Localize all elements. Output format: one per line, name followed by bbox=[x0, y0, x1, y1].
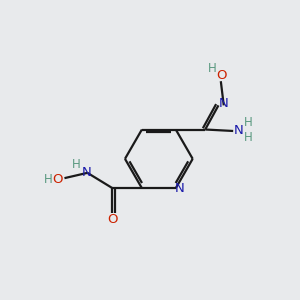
Text: H: H bbox=[244, 131, 253, 144]
Text: H: H bbox=[208, 62, 217, 75]
Text: N: N bbox=[174, 182, 184, 195]
Text: N: N bbox=[234, 124, 244, 137]
Text: N: N bbox=[82, 166, 92, 179]
Text: H: H bbox=[244, 116, 253, 129]
Text: H: H bbox=[44, 173, 52, 186]
Text: N: N bbox=[219, 98, 229, 110]
Text: O: O bbox=[107, 213, 118, 226]
Text: H: H bbox=[72, 158, 81, 171]
Text: O: O bbox=[53, 173, 63, 186]
Text: O: O bbox=[216, 69, 227, 82]
